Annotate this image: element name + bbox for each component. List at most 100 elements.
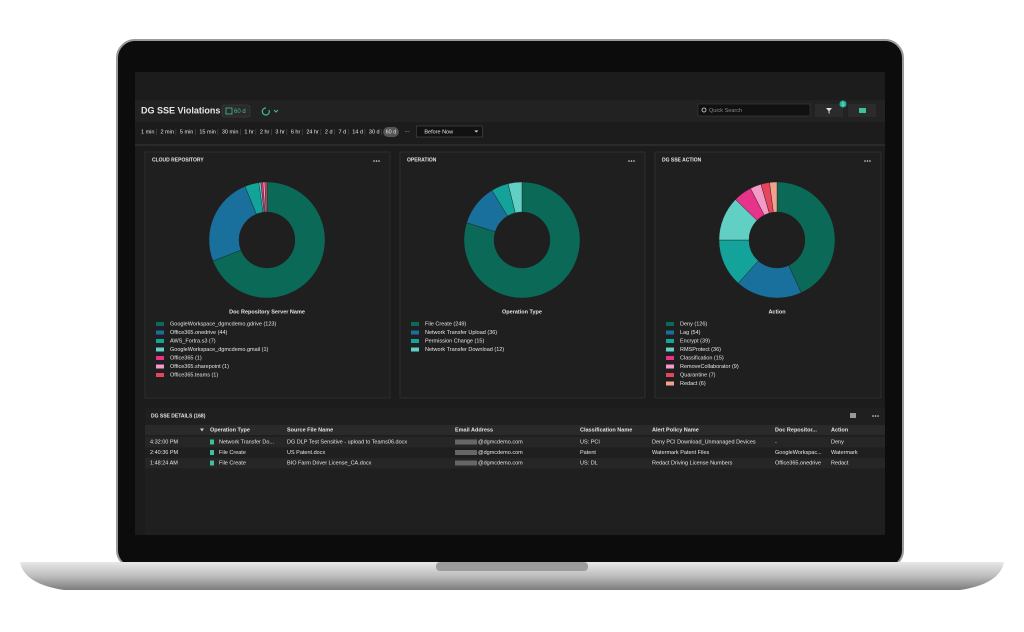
legend-label: GoogleWorkspace_dgmcdemo.gdrive (123) <box>170 321 276 327</box>
details-panel: DG SSE DETAILS (168) Operation Type Source… <box>145 408 885 535</box>
table-cell[interactable]: BIO Farm Driver License_CA.docx <box>287 460 372 466</box>
table-cell: Deny <box>831 439 844 445</box>
legend-label: Office365.onedrive (44) <box>170 330 228 336</box>
refresh-icon[interactable] <box>261 107 270 116</box>
legend-swatch <box>411 339 419 343</box>
range-label[interactable]: 60 d <box>234 109 246 115</box>
legend-swatch <box>411 347 419 352</box>
donut-slice[interactable] <box>212 181 326 299</box>
panel-title: OPERATION <box>407 157 437 163</box>
column-header: Action <box>831 427 849 433</box>
time-button[interactable]: 2 hr <box>260 129 270 135</box>
time-button[interactable]: 15 min <box>199 129 216 135</box>
legend-title: Action <box>768 309 786 315</box>
donut-slice[interactable] <box>264 181 268 213</box>
table-header-bg <box>145 425 885 435</box>
panel-title: CLOUD REPOSITORY <box>152 157 204 163</box>
print-icon[interactable] <box>850 413 856 418</box>
menu-dot[interactable] <box>864 160 866 162</box>
menu-dot[interactable] <box>633 160 635 162</box>
legend-swatch <box>666 322 674 326</box>
time-button[interactable]: 30 d <box>369 129 380 135</box>
time-button[interactable]: 5 min <box>180 129 193 135</box>
redacted-email <box>455 460 477 466</box>
menu-dot[interactable] <box>373 160 375 162</box>
table-cell: 1:48:24 AM <box>150 460 178 466</box>
table-cell: File Create <box>219 460 246 466</box>
filter-badge-count: 1 <box>842 101 845 106</box>
filter-badge <box>839 100 847 108</box>
search-placeholder[interactable]: Quick Search <box>709 108 742 114</box>
time-button[interactable]: 60 d <box>386 129 397 135</box>
legend-swatch <box>411 322 419 326</box>
search-box[interactable] <box>697 103 811 117</box>
time-button[interactable]: 30 min <box>222 129 239 135</box>
donut-slice[interactable] <box>507 181 523 214</box>
table-cell[interactable]: US Patent.docx <box>287 450 325 456</box>
menu-dot[interactable] <box>866 160 869 162</box>
donut-slice[interactable] <box>463 181 581 299</box>
column-header: Alert Policy Name <box>652 427 699 433</box>
donut-slice[interactable] <box>769 181 778 213</box>
time-button[interactable]: 1 hr <box>244 129 254 135</box>
donut-slice[interactable] <box>776 181 836 293</box>
time-button[interactable]: 1 min <box>141 129 154 135</box>
file-icon <box>210 450 214 455</box>
table-cell: - <box>775 439 777 445</box>
legend-label: Network Transfer Download (12) <box>425 347 504 353</box>
table-cell: Redact <box>831 460 849 466</box>
laptop-base <box>20 562 1004 590</box>
time-button[interactable]: 7 d <box>339 129 347 135</box>
legend-swatch <box>666 330 674 335</box>
table-cell[interactable]: DG DLP Test Sensitive - upload to Teams0… <box>287 439 407 445</box>
select-arrow <box>474 130 479 133</box>
page-title: DG SSE Violations <box>141 105 220 115</box>
chart-panel: OPERATION Operation Type File Create (249)… <box>399 151 646 399</box>
legend-label: Office365 (1) <box>170 355 202 361</box>
dropdown-icon[interactable] <box>273 109 279 113</box>
table-cell: GoogleWorkspac... <box>775 450 822 456</box>
time-button[interactable]: 24 hr <box>306 129 319 135</box>
table-cell: Deny PCI Download_Unmanaged Devices <box>652 439 756 445</box>
legend-swatch <box>666 373 674 377</box>
table-cell: 4:32:00 PM <box>150 439 179 445</box>
calendar-icon <box>225 107 233 115</box>
search-icon <box>701 107 707 113</box>
menu-dot[interactable] <box>872 415 874 417</box>
time-button[interactable]: 2 d <box>325 129 333 135</box>
legend-swatch <box>156 339 164 343</box>
menu-dot[interactable] <box>375 160 378 162</box>
row-bg <box>145 437 885 448</box>
before-now-select[interactable] <box>416 125 483 138</box>
legend-swatch <box>666 347 674 352</box>
legend-label: Encrypt (39) <box>680 338 710 344</box>
time-button[interactable]: 6 hr <box>291 129 301 135</box>
legend-label: File Create (249) <box>425 321 466 327</box>
menu-dot[interactable] <box>877 415 879 417</box>
donut-slice[interactable] <box>208 186 257 262</box>
time-bar: 1 min 2 min 5 min 15 min 30 min 1 hr 2 hr 3 hr 6… <box>141 125 483 138</box>
before-now[interactable]: Before Now <box>424 129 453 135</box>
table-cell: Redact Driving License Numbers <box>652 460 733 466</box>
time-button[interactable]: 3 hr <box>275 129 285 135</box>
legend-label: Deny (126) <box>680 321 707 327</box>
menu-dot[interactable] <box>628 160 630 162</box>
legend-label: GoogleWorkspace_dgmcdemo.gmail (1) <box>170 347 268 353</box>
more-dots: ··· <box>404 129 410 135</box>
table-cell: Office365.onedrive <box>775 460 821 466</box>
legend-swatch <box>156 356 164 360</box>
column-header: Operation Type <box>210 427 250 433</box>
menu-dot[interactable] <box>630 160 633 162</box>
redacted-email <box>455 450 477 455</box>
time-button[interactable]: 14 d <box>352 129 363 135</box>
menu-dot[interactable] <box>378 160 380 162</box>
time-button[interactable]: 2 min <box>160 129 173 135</box>
legend-label: Redact (6) <box>680 381 706 387</box>
menu-dot[interactable] <box>869 160 871 162</box>
legend-title: Operation Type <box>502 309 542 315</box>
table-cell: @dgmcdemo.com <box>478 450 523 456</box>
menu-dot[interactable] <box>874 415 877 417</box>
